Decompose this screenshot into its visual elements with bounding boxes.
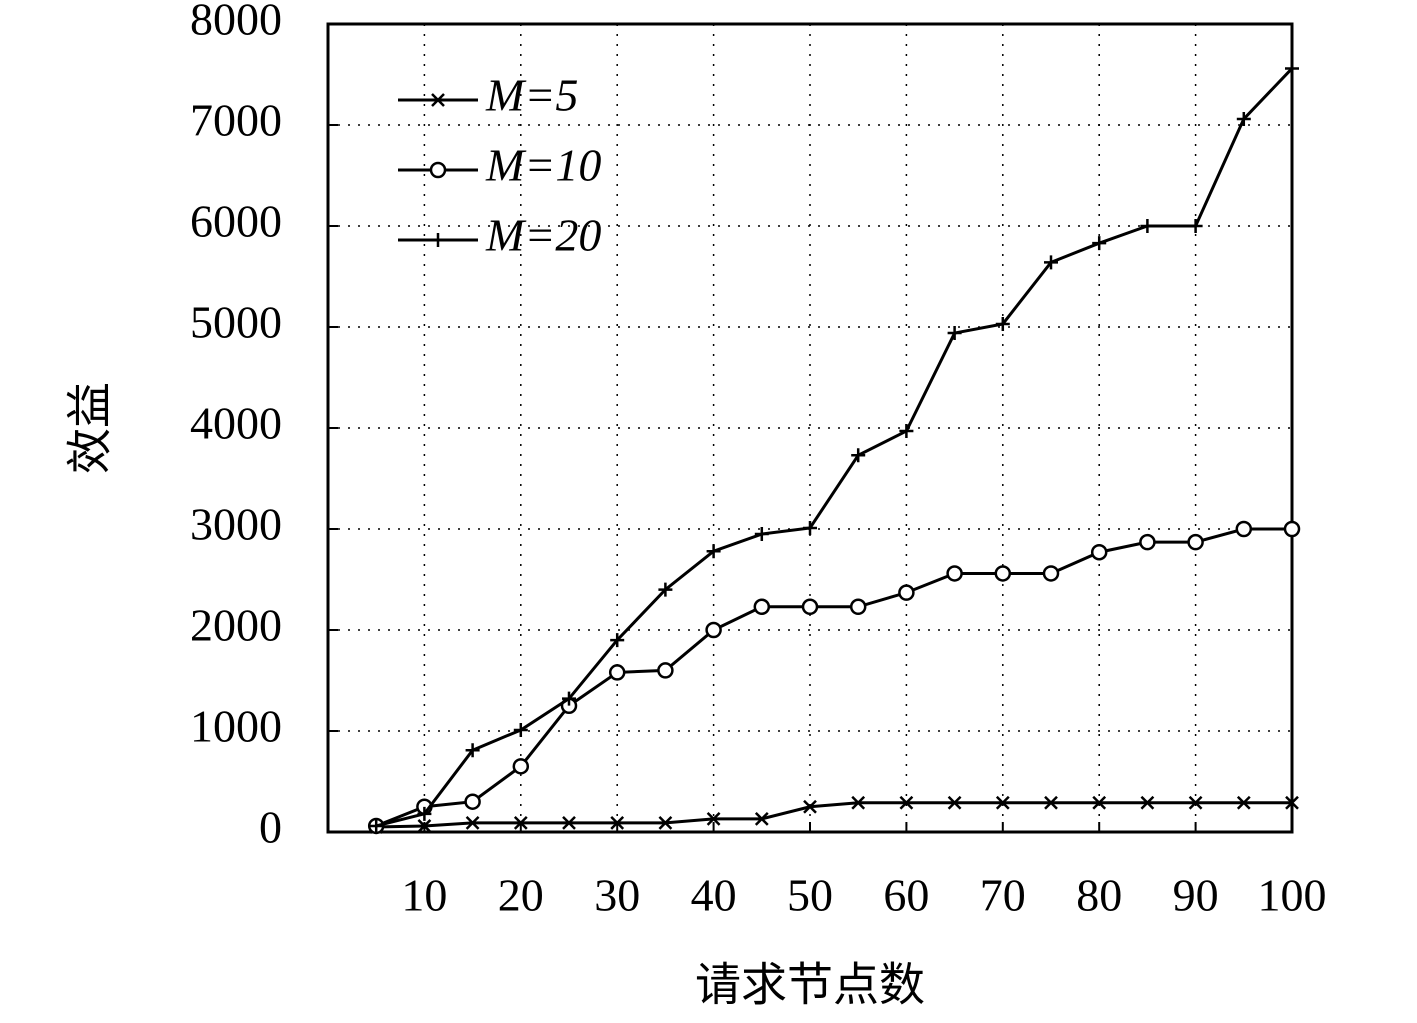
data-point: [562, 816, 576, 830]
y-tick-label: 2000: [190, 600, 282, 651]
data-point: [947, 326, 962, 341]
data-point: [608, 664, 626, 681]
data-point: [899, 424, 914, 439]
data-point: [1283, 520, 1301, 538]
data-point: [995, 316, 1010, 331]
data-point: [706, 544, 721, 559]
legend-label: M=10: [485, 140, 601, 191]
series-line: [375, 527, 1292, 828]
data-point: [1236, 111, 1251, 126]
x-tick-label: 70: [980, 870, 1026, 921]
data-point: [801, 598, 819, 616]
data-point: [1044, 795, 1058, 810]
data-point: [753, 598, 771, 616]
x-tick-label: 50: [787, 870, 833, 921]
y-tick-label: 0: [259, 802, 282, 853]
data-point: [946, 565, 963, 582]
data-point: [1139, 533, 1156, 551]
data-point: [1140, 219, 1155, 233]
data-point: [1285, 795, 1299, 810]
y-tick-label: 1000: [190, 701, 282, 752]
x-axis-label: 请求节点数: [695, 960, 925, 1011]
plot-frame: [326, 22, 1294, 834]
x-tick-label: 30: [594, 870, 640, 921]
data-point: [851, 448, 866, 463]
data-point: [754, 527, 769, 542]
x-tick-label: 80: [1076, 870, 1122, 921]
series-line: [375, 67, 1294, 828]
data-point: [610, 633, 625, 648]
data-point: [417, 819, 432, 833]
x-tick-label: 60: [883, 870, 929, 921]
data-point: [562, 691, 576, 706]
y-axis-label: 效益: [65, 382, 116, 474]
data-point: [512, 758, 530, 775]
x-tick-label: 40: [691, 870, 737, 921]
y-tick-label: 4000: [190, 398, 282, 449]
x-tick-label: 20: [498, 870, 544, 921]
data-point: [417, 806, 432, 821]
data-point: [1092, 236, 1107, 251]
data-point: [1140, 795, 1155, 810]
data-point: [513, 722, 528, 737]
data-point: [610, 816, 625, 830]
data-point: [465, 743, 480, 758]
y-tick-label: 5000: [190, 297, 282, 348]
x-tick-label: 100: [1258, 870, 1327, 921]
legend-marker: [431, 93, 445, 107]
data-point: [803, 799, 817, 814]
data-point: [513, 816, 528, 830]
y-tick-label: 3000: [190, 499, 282, 550]
data-point: [658, 582, 673, 597]
data-point: [851, 795, 866, 810]
data-point: [464, 793, 481, 810]
data-point: [995, 795, 1010, 810]
data-point: [1042, 565, 1060, 582]
data-point: [803, 520, 817, 535]
data-point: [706, 811, 721, 826]
data-point: [1187, 533, 1204, 551]
data-point: [1285, 61, 1299, 76]
data-point: [1188, 795, 1203, 810]
data-point: [1236, 795, 1251, 810]
data-point: [1092, 795, 1107, 810]
data-point: [1235, 520, 1253, 538]
data-point: [658, 816, 673, 830]
data-point: [947, 795, 962, 810]
data-point: [657, 662, 674, 679]
data-point: [849, 598, 867, 616]
data-point: [994, 565, 1012, 582]
legend-label: M=20: [485, 210, 601, 261]
legend-marker: [431, 233, 445, 247]
data-point: [1090, 543, 1108, 561]
legend-marker: [429, 161, 447, 179]
data-point: [465, 816, 480, 830]
data-point: [705, 621, 722, 639]
data-point: [369, 818, 384, 833]
x-tick-label: 10: [401, 870, 447, 921]
y-tick-label: 6000: [190, 196, 282, 247]
data-point: [899, 795, 914, 810]
data-point: [754, 811, 769, 826]
series-line: [376, 801, 1292, 829]
data-point: [898, 584, 915, 601]
y-tick-label: 7000: [190, 95, 282, 146]
data-point: [1188, 219, 1203, 233]
x-tick-label: 90: [1173, 870, 1219, 921]
legend-label: M=5: [485, 70, 578, 121]
data-point: [1044, 255, 1058, 270]
y-tick-label: 8000: [190, 0, 282, 45]
